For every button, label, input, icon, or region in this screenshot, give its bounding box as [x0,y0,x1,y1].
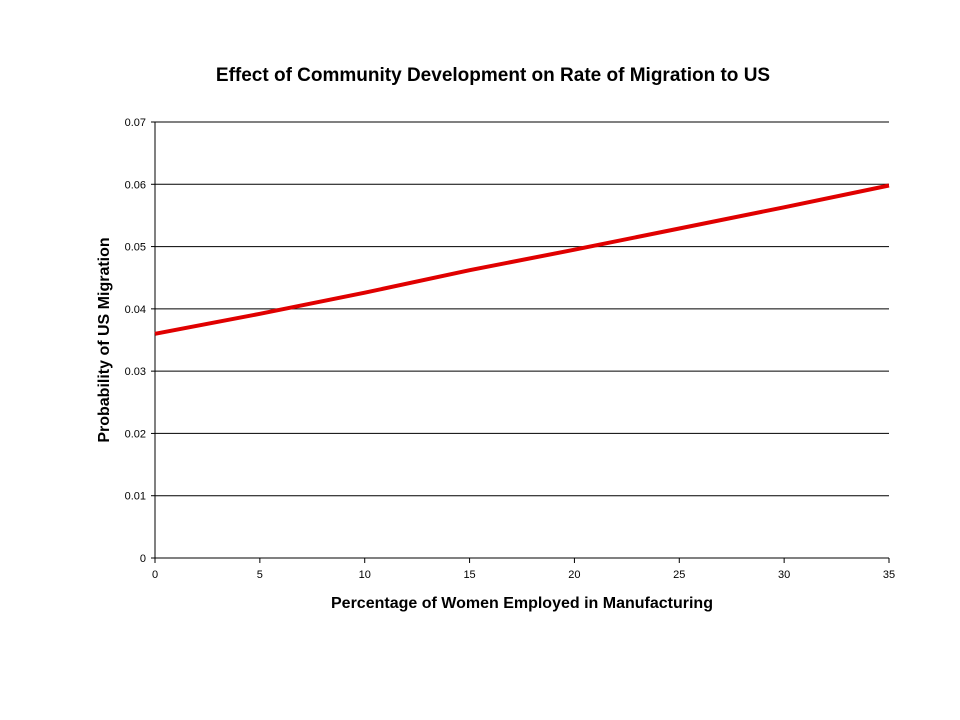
axes [151,121,890,563]
x-tick-label: 15 [463,569,475,581]
y-tick-label: 0.05 [125,242,146,254]
x-tick-label: 0 [152,569,158,581]
series-layer [154,183,890,336]
y-tick-label: 0.01 [125,491,146,503]
y-axis-label: Probability of US Migration [96,237,113,442]
x-tick-label: 30 [778,569,790,581]
y-tick-label: 0.03 [125,366,146,378]
y-tick-label: 0.07 [125,117,146,129]
y-tick-labels: 0 0.01 0.02 0.03 0.04 0.05 0.06 0.07 [125,117,146,565]
series-line [154,183,890,336]
x-tick-label: 25 [673,569,685,581]
x-tick-label: 5 [257,569,263,581]
x-axis-label: Percentage of Women Employed in Manufact… [331,595,713,612]
y-tick-label: 0.04 [125,304,146,316]
chart-title: Effect of Community Development on Rate … [216,65,770,86]
x-tick-label: 20 [568,569,580,581]
y-tick-label: 0 [140,553,146,565]
y-tick-label: 0.02 [125,428,146,440]
x-tick-label: 35 [883,569,895,581]
x-tick-label: 10 [359,569,371,581]
x-tick-labels: 0 5 10 15 20 25 30 35 [152,569,895,581]
grid-lines [155,121,889,497]
y-tick-label: 0.06 [125,179,146,191]
